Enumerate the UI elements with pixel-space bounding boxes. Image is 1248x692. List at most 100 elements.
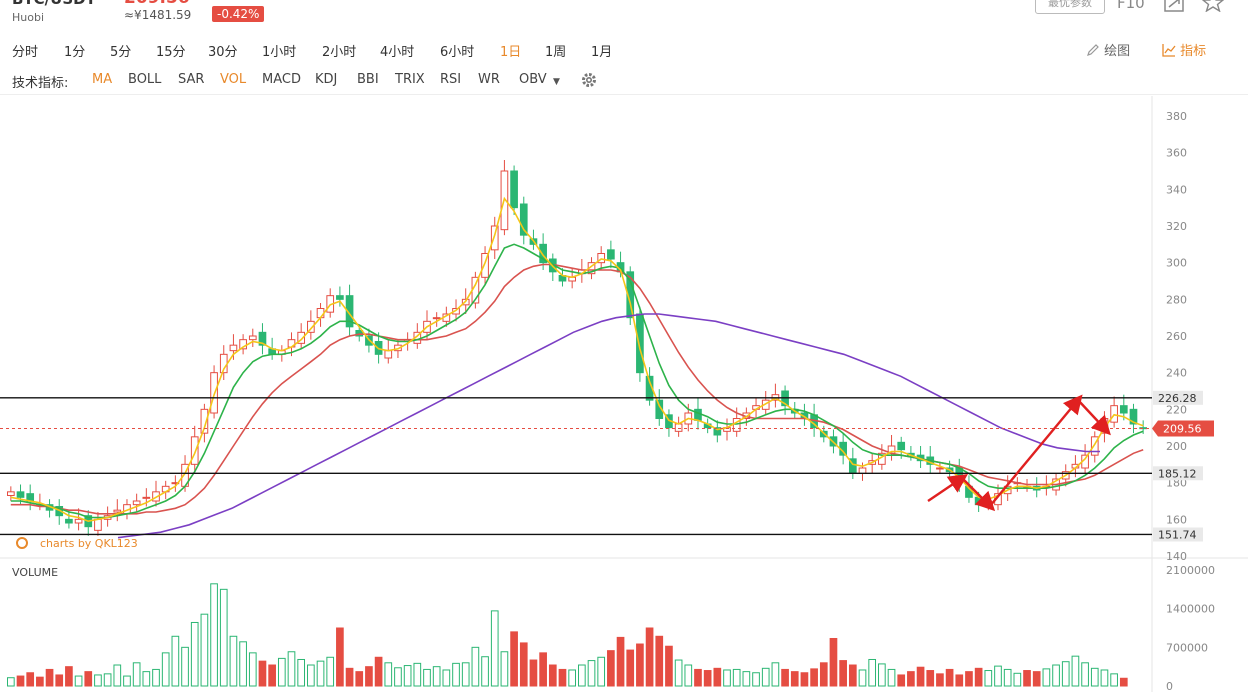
candle-body bbox=[694, 408, 702, 421]
volume-bar bbox=[810, 668, 818, 687]
trading-pair: BTC/USDT bbox=[12, 0, 96, 8]
volume-bar bbox=[848, 664, 857, 687]
indicator-rsi[interactable]: RSI bbox=[440, 72, 462, 87]
price-tick-label: 320 bbox=[1166, 220, 1187, 233]
volume-bar bbox=[394, 667, 402, 687]
volume-bar bbox=[1119, 677, 1128, 687]
period-4[interactable]: 30分 bbox=[208, 45, 238, 60]
period-11[interactable]: 1月 bbox=[591, 45, 613, 60]
volume-tick-label: 2100000 bbox=[1166, 564, 1215, 577]
indicator-macd[interactable]: MACD bbox=[262, 72, 301, 87]
volume-bar bbox=[432, 666, 441, 687]
price-tick-label: 380 bbox=[1166, 110, 1187, 123]
volume-bar bbox=[790, 671, 799, 687]
indicator-label: 指标 bbox=[1180, 44, 1207, 59]
period-1[interactable]: 1分 bbox=[64, 45, 86, 60]
period-2[interactable]: 5分 bbox=[110, 45, 132, 60]
period-5[interactable]: 1小时 bbox=[262, 45, 297, 60]
period-7[interactable]: 4小时 bbox=[380, 45, 415, 60]
volume-bar bbox=[510, 631, 518, 687]
candle-body bbox=[607, 249, 615, 260]
optimal-params-button[interactable]: 最优参数 bbox=[1035, 0, 1105, 14]
period-10[interactable]: 1周 bbox=[545, 45, 567, 60]
period-9[interactable]: 1日 bbox=[500, 45, 522, 60]
candle-body bbox=[132, 500, 141, 506]
candle-body bbox=[297, 331, 306, 344]
last-price-tag bbox=[1152, 420, 1214, 437]
volume-bar bbox=[258, 660, 267, 687]
indicator-ma[interactable]: MA bbox=[92, 72, 113, 87]
indicator-vol[interactable]: VOL bbox=[220, 72, 247, 87]
candle-body bbox=[16, 491, 25, 498]
volume-bar bbox=[500, 651, 509, 687]
volume-bar bbox=[113, 664, 122, 687]
period-0[interactable]: 分时 bbox=[12, 45, 39, 60]
candle-body bbox=[229, 344, 238, 352]
volume-bar bbox=[1052, 664, 1060, 687]
volume-bar bbox=[152, 668, 160, 687]
indicator-obv[interactable]: OBV bbox=[519, 72, 547, 87]
candle-body bbox=[713, 427, 722, 436]
draw-tool-button[interactable]: 绘图 bbox=[1086, 40, 1130, 59]
volume-bar bbox=[945, 668, 954, 687]
volume-bar bbox=[103, 673, 112, 687]
f10-button[interactable]: F10 bbox=[1117, 0, 1145, 12]
gear-icon[interactable] bbox=[580, 71, 598, 89]
volume-bar bbox=[626, 649, 635, 687]
volume-bar bbox=[171, 635, 180, 687]
volume-bar bbox=[655, 635, 664, 687]
volume-bar bbox=[645, 627, 654, 687]
period-3[interactable]: 15分 bbox=[156, 45, 186, 60]
volume-bar bbox=[703, 670, 712, 687]
volume-bar bbox=[142, 671, 151, 687]
indicator-trix[interactable]: TRIX bbox=[395, 72, 425, 87]
volume-bar bbox=[568, 669, 576, 687]
volume-bar bbox=[307, 664, 315, 687]
candle-body bbox=[355, 330, 364, 337]
indicator-sar[interactable]: SAR bbox=[178, 72, 205, 87]
volume-bar bbox=[539, 652, 547, 687]
volume-bar bbox=[578, 664, 586, 687]
candle-body bbox=[336, 295, 344, 300]
volume-bar bbox=[761, 667, 770, 687]
period-8[interactable]: 6小时 bbox=[440, 45, 475, 60]
chevron-down-icon[interactable]: ▼ bbox=[553, 77, 560, 87]
trend-arrow bbox=[927, 473, 968, 502]
candle-body bbox=[74, 518, 83, 524]
candle-body bbox=[1110, 405, 1118, 423]
indicator-button[interactable]: 指标 bbox=[1162, 40, 1206, 59]
price-tick-label: 260 bbox=[1166, 330, 1187, 343]
price-tick-label: 240 bbox=[1166, 367, 1187, 380]
volume-bar bbox=[858, 669, 867, 687]
volume-bar bbox=[558, 668, 567, 687]
volume-bar bbox=[413, 662, 422, 687]
candle-body bbox=[94, 518, 102, 531]
price-chart[interactable]: 1401601802002202402602803003203403603800… bbox=[0, 96, 1248, 692]
volume-bar bbox=[519, 642, 528, 687]
volume-bar bbox=[45, 668, 54, 687]
volume-bar bbox=[616, 636, 625, 687]
price-tick-label: 220 bbox=[1166, 403, 1187, 416]
indicator-kdj[interactable]: KDJ bbox=[315, 72, 338, 87]
volume-bar bbox=[181, 646, 189, 687]
candle-body bbox=[519, 203, 528, 236]
indicator-wr[interactable]: WR bbox=[478, 72, 500, 87]
expand-icon[interactable] bbox=[1164, 0, 1184, 12]
volume-tick-label: 0 bbox=[1166, 680, 1173, 692]
volume-bar bbox=[974, 667, 983, 687]
indicator-bbi[interactable]: BBI bbox=[357, 72, 379, 87]
volume-bar bbox=[36, 676, 44, 687]
price-tick-label: 300 bbox=[1166, 257, 1187, 270]
volume-bar bbox=[190, 621, 199, 687]
indicator-boll[interactable]: BOLL bbox=[128, 72, 162, 87]
star-icon[interactable] bbox=[1202, 0, 1224, 12]
price-tick-label: 160 bbox=[1166, 513, 1187, 526]
volume-bar bbox=[384, 662, 393, 687]
level-label-bg bbox=[1153, 466, 1203, 481]
ma-green-line bbox=[10, 243, 1144, 519]
volume-bar bbox=[752, 672, 760, 687]
period-6[interactable]: 2小时 bbox=[322, 45, 357, 60]
draw-label: 绘图 bbox=[1104, 44, 1131, 59]
volume-bar bbox=[587, 660, 596, 687]
ma-purple-line bbox=[117, 313, 1100, 539]
